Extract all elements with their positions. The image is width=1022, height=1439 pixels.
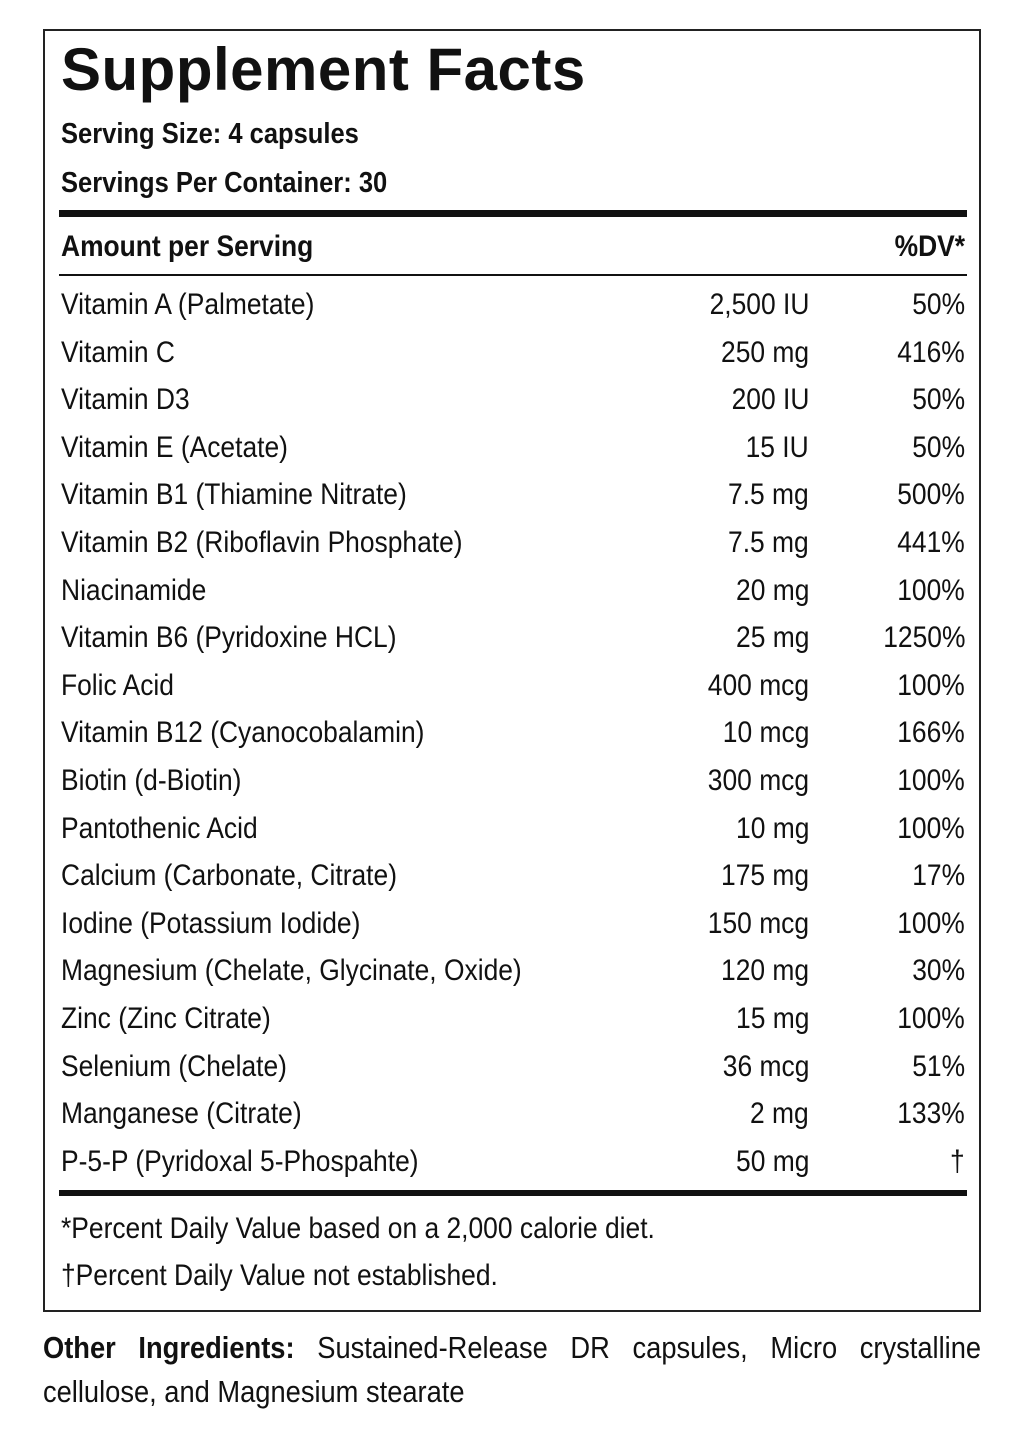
nutrient-amount: 10 mcg	[722, 716, 809, 750]
nutrient-name: Vitamin B2 (Riboflavin Phosphate)	[61, 525, 463, 559]
footnote-dv: *Percent Daily Value based on a 2,000 ca…	[61, 1212, 655, 1245]
nutrient-dv: 133%	[897, 1097, 965, 1131]
panel-title: Supplement Facts	[61, 36, 586, 103]
nutrient-name: Zinc (Zinc Citrate)	[61, 1001, 271, 1035]
table-row: Vitamin B6 (Pyridoxine HCL) 25 mg 1250%	[61, 616, 965, 664]
nutrient-name: Vitamin B6 (Pyridoxine HCL)	[61, 621, 397, 655]
footnote-not-established: †Percent Daily Value not established.	[61, 1259, 498, 1292]
amount-per-serving-header: Amount per Serving	[61, 230, 314, 263]
table-row: Folic Acid 400 mcg 100%	[61, 664, 965, 712]
table-row: Manganese (Citrate) 2 mg 133%	[61, 1092, 965, 1140]
nutrient-dv: 30%	[912, 954, 965, 988]
table-row: Vitamin D3 200 IU 50%	[61, 378, 965, 426]
nutrient-dv: 100%	[897, 906, 965, 940]
table-row: Vitamin B12 (Cyanocobalamin) 10 mcg 166%	[61, 711, 965, 759]
nutrient-dv: 100%	[897, 573, 965, 607]
table-row: Vitamin B2 (Riboflavin Phosphate) 7.5 mg 4…	[61, 521, 965, 569]
table-row: P-5-P (Pyridoxal 5-Phospahte) 50 mg †	[61, 1140, 965, 1188]
nutrient-dv: 100%	[897, 668, 965, 702]
nutrient-amount: 120 mg	[720, 954, 809, 988]
nutrient-amount: 15 mg	[735, 1001, 809, 1035]
nutrient-amount: 300 mcg	[707, 763, 809, 797]
nutrient-name: Vitamin D3	[61, 383, 190, 417]
supplement-facts-panel: Supplement Facts Serving Size: 4 capsule…	[43, 29, 981, 1312]
nutrient-name: Niacinamide	[61, 573, 207, 607]
thick-divider	[59, 210, 967, 217]
nutrient-dv: 166%	[897, 716, 965, 750]
nutrient-name: Manganese (Citrate)	[61, 1097, 302, 1131]
table-row: Niacinamide 20 mg 100%	[61, 569, 965, 617]
table-row: Calcium (Carbonate, Citrate) 175 mg 17%	[61, 854, 965, 902]
nutrient-dv: 416%	[897, 335, 965, 369]
nutrient-amount: 150 mcg	[707, 906, 809, 940]
table-row: Biotin (d-Biotin) 300 mcg 100%	[61, 759, 965, 807]
nutrient-name: Vitamin E (Acetate)	[61, 430, 288, 464]
nutrient-amount: 2 mg	[750, 1097, 809, 1131]
nutrient-amount: 7.5 mg	[728, 478, 809, 512]
nutrient-name: Biotin (d-Biotin)	[61, 763, 242, 797]
nutrient-dv: 51%	[912, 1049, 965, 1083]
thin-divider	[59, 274, 967, 276]
nutrient-dv: 17%	[912, 859, 965, 893]
table-row: Vitamin B1 (Thiamine Nitrate) 7.5 mg 500%	[61, 473, 965, 521]
nutrient-name: Vitamin A (Palmetate)	[61, 288, 315, 321]
nutrient-name: Vitamin B1 (Thiamine Nitrate)	[61, 478, 407, 512]
nutrient-amount: 2,500 IU	[709, 288, 809, 321]
nutrient-dv: 100%	[897, 763, 965, 797]
nutrient-dv: 50%	[912, 430, 965, 464]
table-row: Vitamin A (Palmetate) 2,500 IU 50%	[61, 283, 965, 331]
nutrient-name: Selenium (Chelate)	[61, 1049, 287, 1083]
nutrient-name: Folic Acid	[61, 668, 174, 702]
table-row: Magnesium (Chelate, Glycinate, Oxide) 120…	[61, 949, 965, 997]
nutrient-name: Pantothenic Acid	[61, 811, 258, 845]
nutrient-name: Magnesium (Chelate, Glycinate, Oxide)	[61, 954, 522, 988]
table-row: Selenium (Chelate) 36 mcg 51%	[61, 1045, 965, 1093]
nutrient-amount: 20 mg	[735, 573, 809, 607]
dv-header: %DV*	[894, 230, 965, 263]
table-row: Iodine (Potassium Iodide) 150 mcg 100%	[61, 902, 965, 950]
other-ingredients-text: Sustained-Release DR capsules, Micro cry…	[43, 1330, 982, 1409]
nutrient-dv: 50%	[912, 383, 965, 417]
nutrient-amount: 175 mg	[720, 859, 809, 893]
nutrient-dv: 441%	[897, 525, 965, 559]
nutrient-dv: 1250%	[882, 621, 965, 655]
table-row: Pantothenic Acid 10 mg 100%	[61, 807, 965, 855]
table-row: Vitamin E (Acetate) 15 IU 50%	[61, 426, 965, 474]
serving-size: Serving Size: 4 capsules	[61, 118, 359, 150]
nutrient-amount: 15 IU	[745, 430, 809, 464]
other-ingredients: Other Ingredients: Sustained-Release DR …	[43, 1326, 981, 1414]
nutrient-name: P-5-P (Pyridoxal 5-Phospahte)	[61, 1144, 419, 1178]
servings-per-container: Servings Per Container: 30	[61, 167, 388, 199]
nutrient-amount: 10 mg	[735, 811, 809, 845]
nutrient-dv: 50%	[912, 288, 965, 321]
thick-divider-bottom	[59, 1190, 967, 1196]
table-row: Vitamin C 250 mg 416%	[61, 331, 965, 379]
nutrient-dv: †	[950, 1144, 965, 1178]
nutrient-name: Calcium (Carbonate, Citrate)	[61, 859, 397, 893]
nutrient-amount: 36 mcg	[722, 1049, 809, 1083]
nutrient-dv: 100%	[897, 811, 965, 845]
nutrient-amount: 200 IU	[731, 383, 809, 417]
nutrient-dv: 100%	[897, 1001, 965, 1035]
nutrient-amount: 400 mcg	[707, 668, 809, 702]
nutrient-amount: 50 mg	[735, 1144, 809, 1178]
nutrient-table: Vitamin A (Palmetate) 2,500 IU 50% Vitamin …	[61, 283, 965, 1187]
nutrient-amount: 25 mg	[735, 621, 809, 655]
nutrient-amount: 7.5 mg	[728, 525, 809, 559]
nutrient-name: Vitamin C	[61, 335, 175, 369]
table-row: Zinc (Zinc Citrate) 15 mg 100%	[61, 997, 965, 1045]
other-ingredients-label: Other Ingredients:	[43, 1330, 295, 1365]
nutrient-name: Iodine (Potassium Iodide)	[61, 906, 361, 940]
nutrient-amount: 250 mg	[720, 335, 809, 369]
nutrient-name: Vitamin B12 (Cyanocobalamin)	[61, 716, 425, 750]
nutrient-dv: 500%	[897, 478, 965, 512]
